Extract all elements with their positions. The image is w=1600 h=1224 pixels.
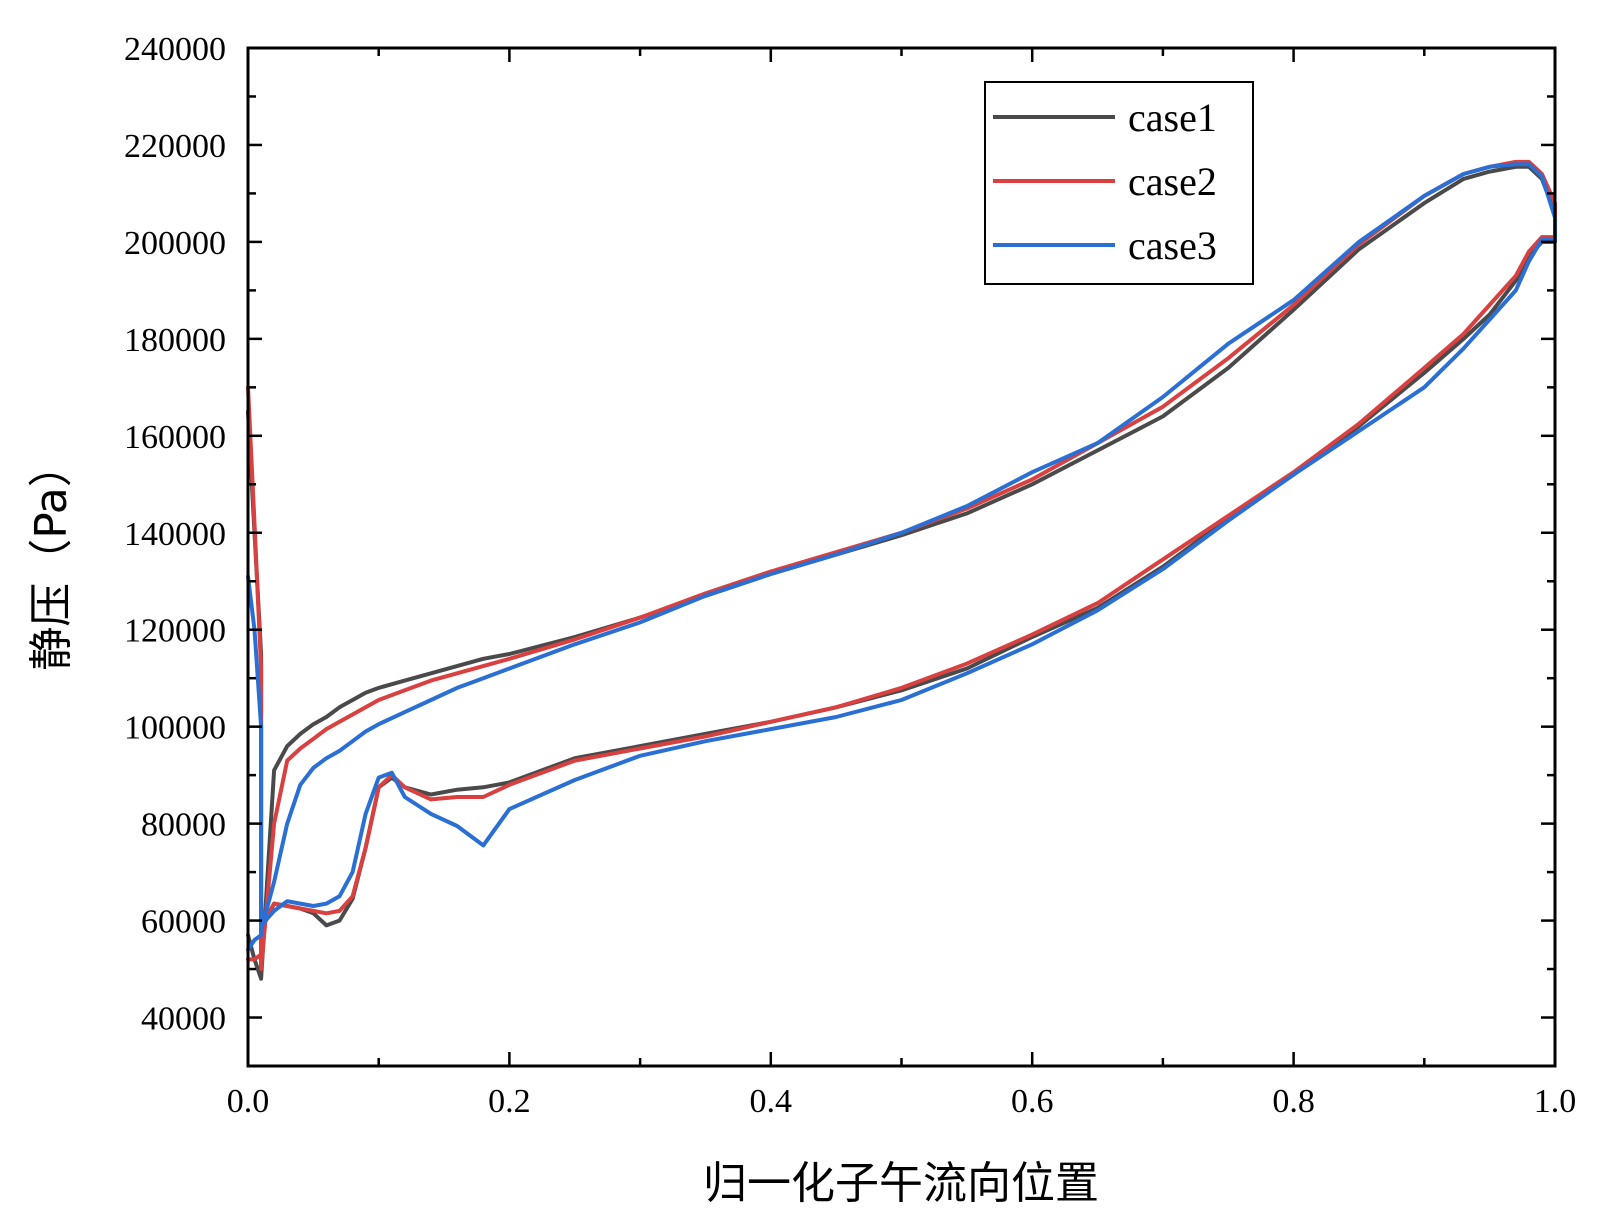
legend-label-case3: case3 bbox=[1128, 223, 1217, 268]
labels-layer: 归一化子午流向位置 静压（Pa） 0.0 0.2 0.4 0.6 0.8 1.0 40000… bbox=[26, 31, 1576, 1209]
y-tick-label: 240000 bbox=[124, 31, 226, 68]
legend-label-case1: case1 bbox=[1128, 95, 1217, 140]
x-tick-label: 0.0 bbox=[227, 1083, 270, 1120]
y-tick-label: 80000 bbox=[141, 807, 226, 844]
y-tick-label: 200000 bbox=[124, 225, 226, 262]
y-tick-label: 180000 bbox=[124, 322, 226, 359]
y-axis-title: 静压（Pa） bbox=[26, 443, 77, 671]
x-tick-label: 0.6 bbox=[1011, 1083, 1054, 1120]
y-tick-label: 40000 bbox=[141, 1001, 226, 1038]
x-axis-title: 归一化子午流向位置 bbox=[703, 1158, 1099, 1209]
y-tick-label: 120000 bbox=[124, 613, 226, 650]
plot-frame bbox=[246, 46, 1557, 1068]
y-tick-label: 140000 bbox=[124, 516, 226, 553]
legend: case1 case2 case3 bbox=[984, 81, 1254, 285]
x-tick-label: 1.0 bbox=[1534, 1083, 1577, 1120]
x-tick-label: 0.4 bbox=[750, 1083, 793, 1120]
x-tick-label: 0.8 bbox=[1272, 1083, 1315, 1120]
y-tick-label: 220000 bbox=[124, 128, 226, 165]
legend-label-case2: case2 bbox=[1128, 159, 1217, 204]
x-tick-label: 0.2 bbox=[488, 1083, 531, 1120]
y-tick-label: 100000 bbox=[124, 710, 226, 747]
y-tick-label: 160000 bbox=[124, 419, 226, 456]
y-tick-label: 60000 bbox=[141, 904, 226, 941]
